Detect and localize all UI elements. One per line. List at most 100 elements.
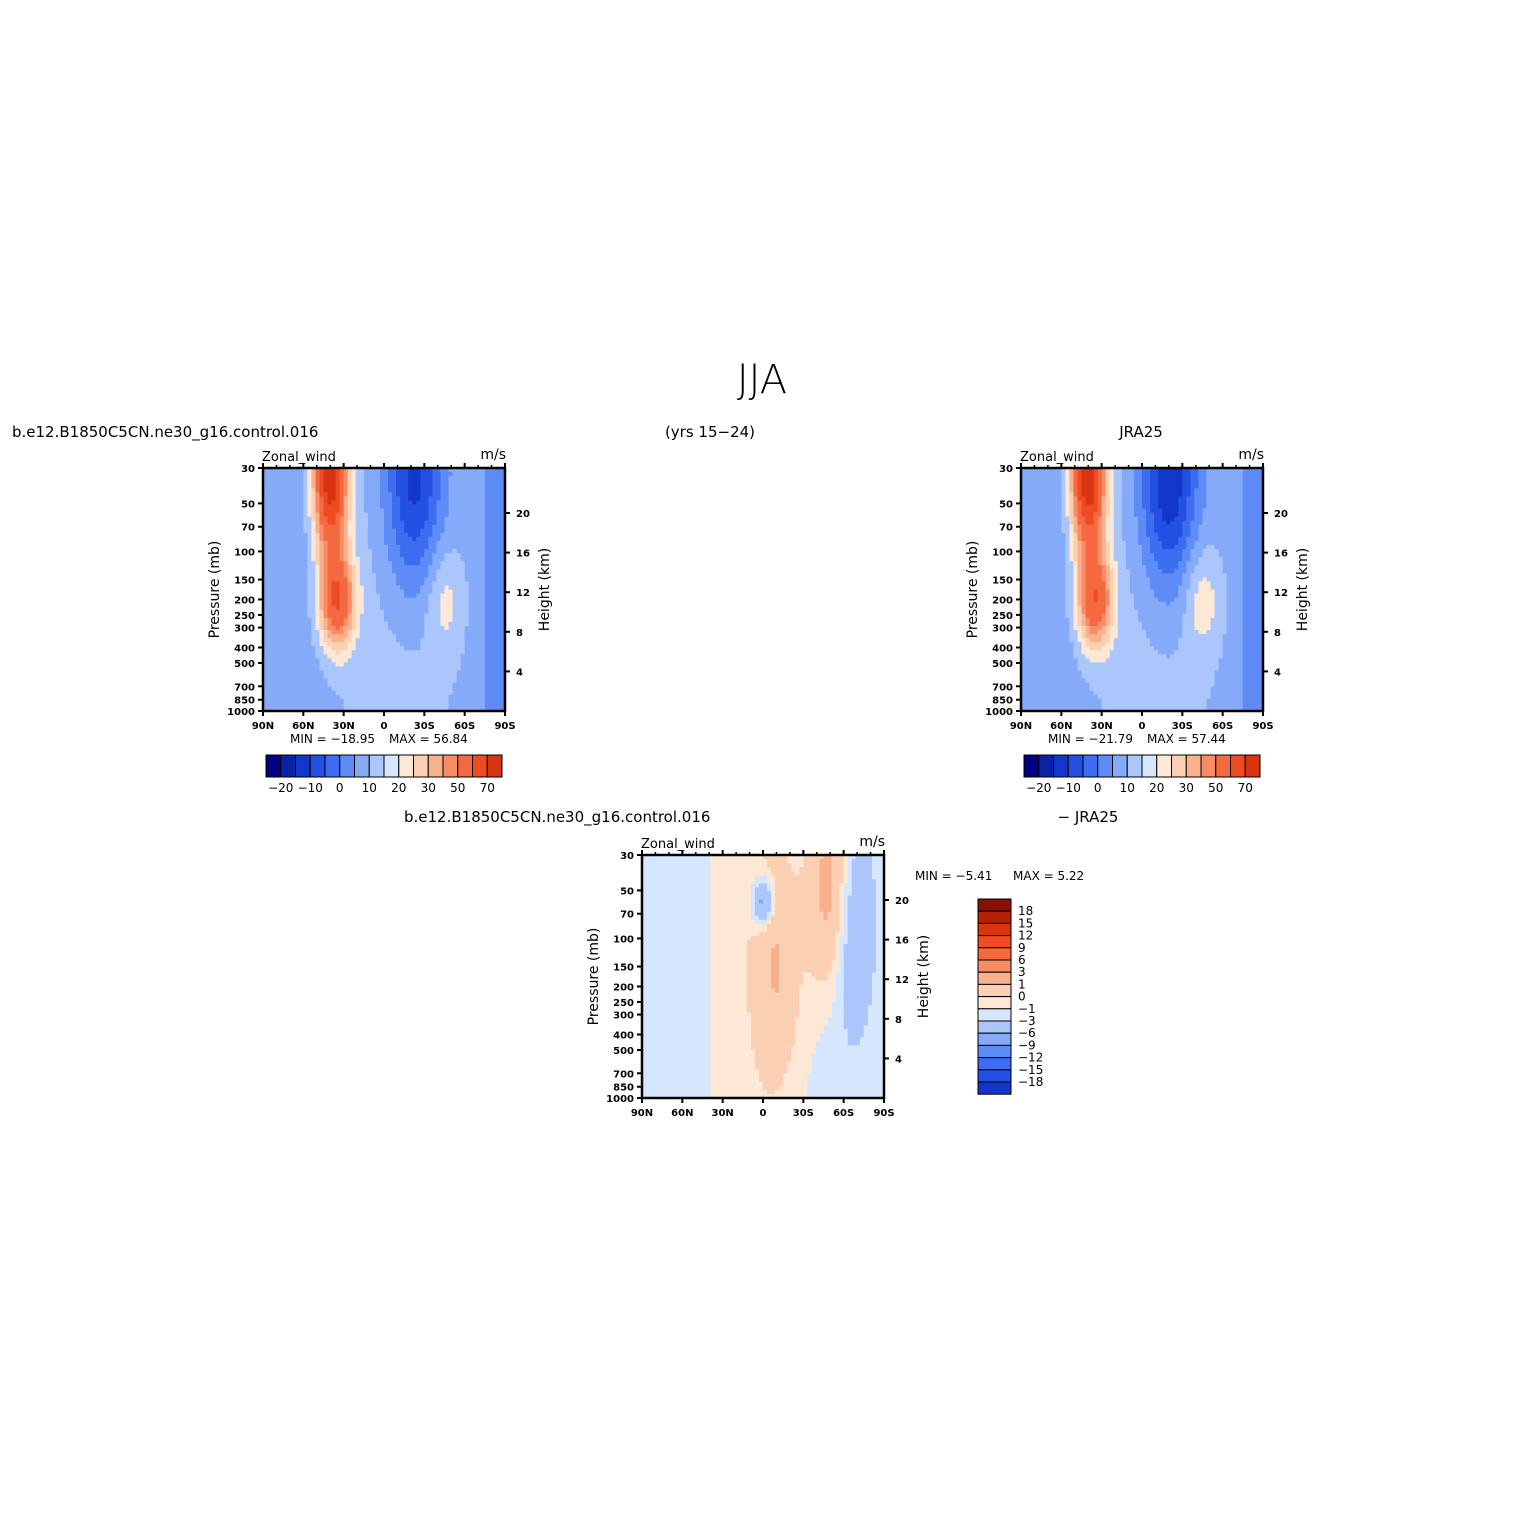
field-cell	[432, 549, 438, 554]
field-cell	[464, 698, 470, 704]
field-cell	[327, 593, 333, 599]
field-cell	[263, 569, 268, 574]
field-cell	[355, 597, 361, 603]
field-cell	[1093, 524, 1099, 530]
field-cell	[396, 694, 401, 700]
field-cell	[335, 496, 341, 501]
field-cell	[1089, 585, 1095, 591]
field-cell	[444, 577, 450, 582]
field-cell	[448, 557, 454, 562]
field-cell	[1049, 472, 1054, 477]
field-cell	[347, 682, 353, 688]
y-tick-label: 1000	[227, 707, 255, 718]
field-cell	[440, 557, 446, 562]
field-cell	[1057, 670, 1062, 676]
field-cell	[1093, 500, 1099, 506]
field-cell	[416, 601, 421, 607]
field-cell	[311, 512, 317, 518]
field-cell	[1097, 488, 1103, 493]
field-cell	[1025, 638, 1030, 643]
field-cell	[359, 682, 365, 688]
field-cell	[359, 508, 365, 514]
field-cell	[1061, 654, 1066, 659]
field-cell	[1061, 520, 1066, 526]
field-cell	[484, 565, 490, 570]
field-cell	[263, 589, 268, 595]
field-cell	[351, 658, 357, 663]
field-cell	[400, 496, 405, 501]
field-cell	[1033, 504, 1038, 510]
field-cell	[343, 532, 349, 538]
field-cell	[1021, 642, 1026, 647]
field-cell	[287, 690, 292, 696]
field-cell	[1097, 650, 1103, 655]
field-cell	[1029, 670, 1034, 676]
field-cell	[1033, 512, 1038, 518]
field-cell	[388, 480, 393, 485]
field-cell	[412, 613, 417, 619]
field-cell	[416, 516, 421, 522]
field-cell	[484, 532, 490, 538]
field-cell	[424, 593, 429, 599]
field-cell	[492, 561, 498, 566]
field-cell	[267, 625, 272, 631]
field-cell	[1021, 496, 1026, 501]
field-cell	[1073, 666, 1079, 672]
field-cell	[420, 630, 425, 635]
field-cell	[440, 617, 446, 623]
field-cell	[315, 512, 321, 518]
field-cell	[367, 516, 373, 522]
field-cell	[412, 658, 417, 663]
field-cell	[424, 650, 429, 655]
field-cell	[396, 658, 401, 663]
field-cell	[472, 674, 478, 680]
field-cell	[1021, 686, 1026, 692]
field-cell	[1021, 516, 1026, 522]
field-cell	[464, 617, 470, 623]
field-cell	[1097, 585, 1103, 591]
field-cell	[404, 524, 409, 530]
field-cell	[1069, 532, 1075, 538]
field-cell	[327, 666, 333, 672]
field-cell	[488, 549, 494, 554]
field-cell	[311, 605, 317, 611]
field-cell	[299, 544, 304, 550]
field-cell	[331, 658, 337, 663]
field-cell	[460, 646, 466, 651]
field-cell	[1069, 500, 1075, 506]
field-cell	[1089, 702, 1095, 708]
field-cell	[460, 686, 466, 692]
field-cell	[355, 678, 361, 684]
field-cell	[295, 674, 300, 680]
field-cell	[388, 617, 393, 623]
field-cell	[396, 646, 401, 651]
field-cell	[275, 569, 280, 574]
field-cell	[1045, 577, 1050, 582]
field-cell	[371, 662, 377, 668]
field-cell	[319, 634, 325, 639]
field-cell	[1065, 658, 1070, 663]
field-cell	[1097, 609, 1103, 615]
field-cell	[379, 690, 385, 696]
field-cell	[319, 625, 325, 631]
field-cell	[371, 520, 377, 526]
field-cell	[1057, 605, 1062, 611]
field-cell	[420, 593, 425, 599]
field-cell	[492, 589, 498, 595]
field-cell	[339, 613, 345, 619]
field-cell	[416, 597, 421, 603]
field-cell	[1057, 638, 1062, 643]
field-cell	[476, 702, 482, 708]
field-cell	[1029, 674, 1034, 680]
field-cell	[323, 678, 329, 684]
field-cell	[271, 658, 276, 663]
field-cell	[452, 573, 458, 578]
field-cell	[476, 488, 482, 493]
field-cell	[436, 488, 442, 493]
field-cell	[1041, 658, 1046, 663]
field-cell	[299, 492, 304, 497]
field-cell	[1033, 516, 1038, 522]
field-cell	[400, 593, 405, 599]
field-cell	[267, 694, 272, 700]
field-cell	[1077, 553, 1083, 558]
